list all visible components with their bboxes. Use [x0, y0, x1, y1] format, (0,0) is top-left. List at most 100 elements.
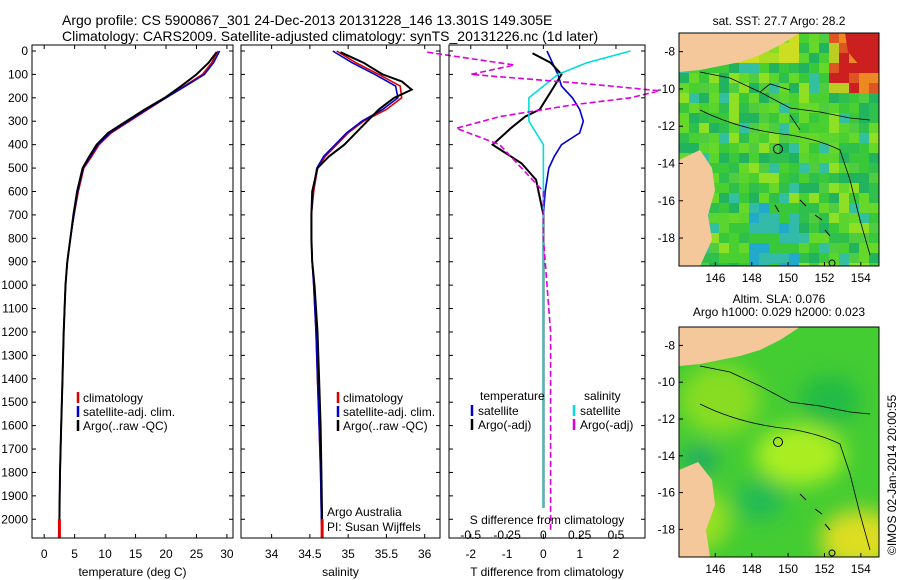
depth-tick-label: 1100 [2, 302, 28, 316]
diff-s-tick-label: 0.25 [568, 528, 592, 542]
sst-map-cell [809, 243, 819, 253]
sst-map-reefs [774, 199, 831, 237]
sst-map-cell [789, 33, 799, 43]
sst-map-cell [859, 113, 869, 123]
sst-map-cell [809, 183, 819, 193]
sla-map-reefs [799, 493, 831, 531]
sst-map-cell [789, 113, 799, 123]
sst-map-coastline [699, 71, 871, 256]
sst-map-cell [749, 183, 759, 193]
sst-map-cell [849, 193, 859, 203]
sst-map-cell [809, 213, 819, 223]
sla-map-axes: 146 148 150 152 154 -8 -10 -12 -14 -16 -18 [658, 338, 871, 576]
sst-map-cell [799, 113, 809, 123]
sst-map-cell [829, 83, 839, 93]
sst-map-cell [749, 83, 759, 93]
sal-plot-area [241, 45, 440, 538]
sst-map-cell [769, 223, 779, 233]
sst-map-cell [819, 33, 829, 43]
sst-map-cell [869, 113, 879, 123]
sal-xtick-label: 36 [418, 547, 432, 561]
sst-map-cell [829, 233, 839, 243]
sst-map-cell [809, 153, 819, 163]
sst-map-cell [729, 243, 739, 253]
sst-map-cell [699, 103, 709, 113]
sst-map [679, 33, 879, 266]
sst-map-cell [869, 93, 879, 103]
sst-map-cell [819, 133, 829, 143]
depth-tick-label: 400 [8, 138, 28, 152]
sst-map-cell [869, 193, 879, 203]
sst-map-cell [719, 63, 729, 73]
sst-map-cell [819, 83, 829, 93]
sal-xtick-label: 35 [341, 547, 355, 561]
sst-map-cell [729, 233, 739, 243]
sst-map-cell [729, 133, 739, 143]
sst-map-cell [809, 143, 819, 153]
diff-xtick-label: -1 [502, 547, 513, 561]
sst-map-cell [749, 163, 759, 173]
sla-map-land-west [679, 462, 715, 557]
sst-map-cell [779, 93, 789, 103]
sst-map-cell [779, 163, 789, 173]
sst-map-cell [859, 123, 869, 133]
map-ytick-label: -14 [658, 156, 676, 170]
sst-map-cell [729, 223, 739, 233]
depth-tick-label: 1500 [1, 395, 28, 409]
temp-xtick-label: 15 [129, 547, 143, 561]
sst-map-cell [859, 233, 869, 243]
sst-map-cell [709, 143, 719, 153]
sst-map-cell [779, 193, 789, 203]
sst-map-cell [849, 133, 859, 143]
sst-map-cell [809, 123, 819, 133]
sst-map-cell [799, 53, 809, 63]
sst-map-cell [839, 223, 849, 233]
sla-map-title-line1: Altim. SLA: 0.076 [733, 292, 826, 306]
sst-map-cell [839, 153, 849, 163]
sst-map-cell [779, 223, 789, 233]
sst-map-cell [689, 113, 699, 123]
sst-map-cell [729, 193, 739, 203]
sst-map-cell [709, 233, 719, 243]
sst-map-cell [749, 113, 759, 123]
sst-map-cell [729, 103, 739, 113]
sst-map-cell [859, 193, 869, 203]
diff-xtick-label: -2 [465, 547, 476, 561]
sst-map-cell [739, 153, 749, 163]
sst-map-cell [769, 233, 779, 243]
sst-map-cell [779, 123, 789, 133]
sst-map-cell [809, 33, 819, 43]
depth-tick-label: 1600 [1, 419, 28, 433]
sst-map-cell [749, 223, 759, 233]
sst-map-cell [759, 193, 769, 203]
sst-map-cell [729, 213, 739, 223]
sst-map-cell [719, 83, 729, 93]
sst-map-cell [759, 73, 769, 83]
sst-map-cell [769, 163, 779, 173]
sst-map-cell [829, 163, 839, 173]
sst-map-cell [809, 253, 819, 263]
sst-map-cell [729, 173, 739, 183]
sst-map-cell [819, 53, 829, 63]
sst-map-cell [869, 103, 879, 113]
sst-map-cell [779, 243, 789, 253]
sst-map-cell [799, 93, 809, 103]
sst-map-cell [759, 163, 769, 173]
sst-map-cell [709, 223, 719, 233]
sst-map-cell [809, 83, 819, 93]
sla-map-coastline [699, 365, 871, 551]
sst-map-cell [769, 63, 779, 73]
sst-map-cell [819, 143, 829, 153]
sst-map-cell [789, 213, 799, 223]
sst-map-cell [819, 93, 829, 103]
sst-map-cell [769, 133, 779, 143]
sst-map-cell [839, 163, 849, 173]
sst-map-cell [799, 83, 809, 93]
sst-map-frame [678, 32, 880, 267]
sst-map-cell [689, 133, 699, 143]
sal-xtick-label: 34.5 [298, 547, 322, 561]
sst-map-cell [839, 243, 849, 253]
sst-map-cell [739, 233, 749, 243]
sst-map-cell [809, 173, 819, 183]
sst-map-cell [779, 173, 789, 183]
